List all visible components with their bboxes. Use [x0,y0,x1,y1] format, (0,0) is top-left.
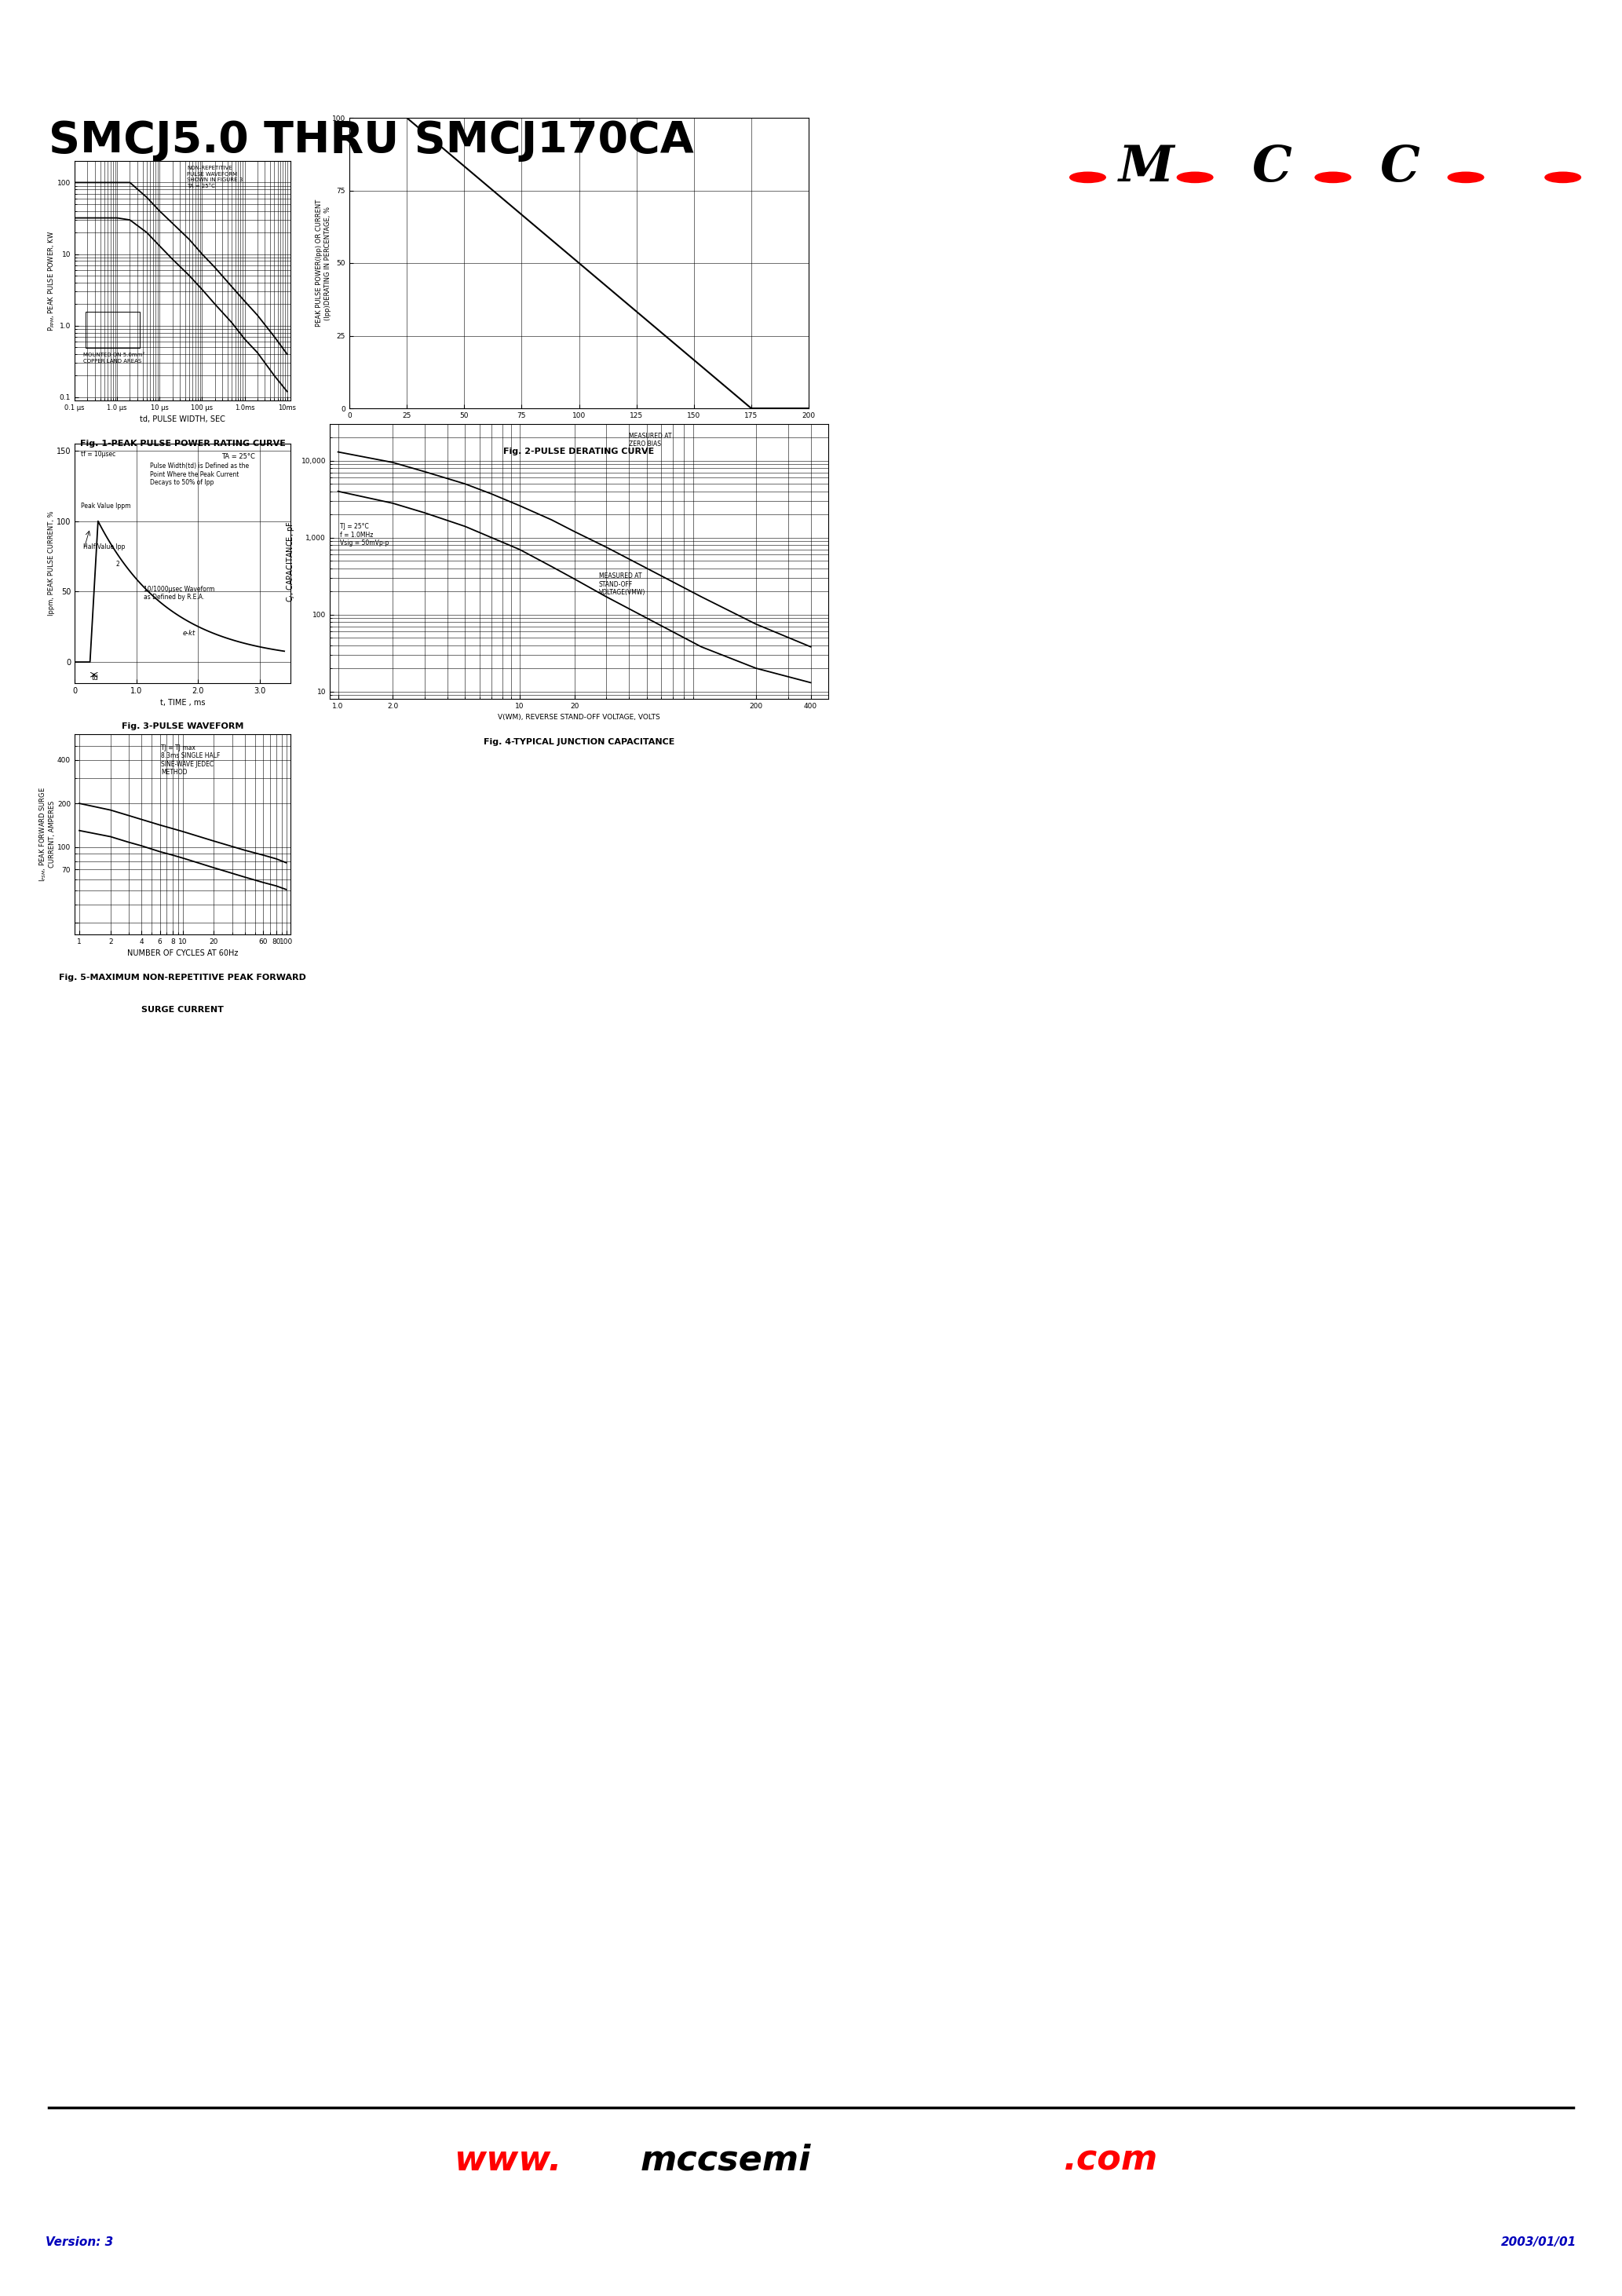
X-axis label: td, PULSE WIDTH, SEC: td, PULSE WIDTH, SEC [139,416,225,422]
Text: Fig. 5-MAXIMUM NON-REPETITIVE PEAK FORWARD: Fig. 5-MAXIMUM NON-REPETITIVE PEAK FORWA… [58,974,307,983]
Y-axis label: C$_J$, CAPACITANCE, pF: C$_J$, CAPACITANCE, pF [285,521,297,602]
Text: Peak Value Ippm: Peak Value Ippm [81,503,131,510]
X-axis label: NUMBER OF CYCLES AT 60Hz: NUMBER OF CYCLES AT 60Hz [127,951,238,957]
Circle shape [1315,172,1351,184]
Text: Fig. 2-PULSE DERATING CURVE: Fig. 2-PULSE DERATING CURVE [503,448,654,457]
Text: C: C [1252,145,1291,193]
Text: SMCJ5.0 THRU SMCJ170CA: SMCJ5.0 THRU SMCJ170CA [49,119,694,161]
Y-axis label: I$_{FSM}$, PEAK FORWARD SURGE
CURRENT, AMPERES: I$_{FSM}$, PEAK FORWARD SURGE CURRENT, A… [39,788,57,882]
Text: e-kt: e-kt [183,629,195,636]
Text: C: C [1379,145,1419,193]
Text: TJ = 25°C
f = 1.0MHz
Vsig = 50mVp-p: TJ = 25°C f = 1.0MHz Vsig = 50mVp-p [339,523,389,546]
Text: 10/1000μsec Waveform
as Defined by R.E.A.: 10/1000μsec Waveform as Defined by R.E.A… [144,585,214,602]
Text: Version: 3: Version: 3 [45,2236,114,2248]
Text: Pulse Width(td) is Defined as the
Point Where the Peak Current
Decays to 50% of : Pulse Width(td) is Defined as the Point … [151,464,250,487]
Y-axis label: Ippm, PEAK PULSE CURRENT, %: Ippm, PEAK PULSE CURRENT, % [49,512,55,615]
X-axis label: t, TIME , ms: t, TIME , ms [161,700,204,707]
Text: tf = 10μsec: tf = 10μsec [81,450,115,457]
Text: Half Value Ipp: Half Value Ipp [83,544,125,551]
Bar [86,312,139,347]
Text: mccsemi: mccsemi [641,2144,811,2177]
Circle shape [1448,172,1484,184]
Text: .com: .com [1064,2144,1158,2177]
Y-axis label: P$_{PPM}$, PEAK PULSE POWER, KW: P$_{PPM}$, PEAK PULSE POWER, KW [47,230,57,331]
Text: NON-REPETITIVE
PULSE WAVEFORM
SHOWN IN FIGURE 3
TA = 25°C: NON-REPETITIVE PULSE WAVEFORM SHOWN IN F… [187,165,243,188]
Text: Fig. 1-PEAK PULSE POWER RATING CURVE: Fig. 1-PEAK PULSE POWER RATING CURVE [79,441,285,448]
Text: 2: 2 [115,560,120,567]
Text: 2003/01/01: 2003/01/01 [1500,2236,1577,2248]
Circle shape [1071,172,1106,184]
Text: SURGE CURRENT: SURGE CURRENT [141,1006,224,1015]
Text: M: M [1119,145,1174,193]
Y-axis label: PEAK PULSE POWER(Ipp) OR CURRENT
(Ipp)DERATING IN PERCENTAGE, %: PEAK PULSE POWER(Ipp) OR CURRENT (Ipp)DE… [316,200,331,326]
Text: MEASURED AT
STAND-OFF
VOLTAGE(VMW): MEASURED AT STAND-OFF VOLTAGE(VMW) [599,572,646,597]
Text: td: td [92,675,99,682]
Text: MEASURED AT
ZERO BIAS: MEASURED AT ZERO BIAS [629,432,672,448]
Text: TJ = TJ max
8.3ms SINGLE HALF
SINE-WAVE JEDEC
METHOD: TJ = TJ max 8.3ms SINGLE HALF SINE-WAVE … [161,744,221,776]
Circle shape [1178,172,1213,184]
Text: MOUNTED ON 5.0mm²
COPPER LAND AREAS: MOUNTED ON 5.0mm² COPPER LAND AREAS [83,354,144,363]
Text: Fig. 4-TYPICAL JUNCTION CAPACITANCE: Fig. 4-TYPICAL JUNCTION CAPACITANCE [483,739,675,746]
Text: www.: www. [454,2144,561,2177]
Text: TA = 25°C: TA = 25°C [221,452,255,459]
X-axis label: V(WM), REVERSE STAND-OFF VOLTAGE, VOLTS: V(WM), REVERSE STAND-OFF VOLTAGE, VOLTS [498,714,660,721]
X-axis label: T$_A$, AMBIENT TEMPERATURE,  °C: T$_A$, AMBIENT TEMPERATURE, °C [517,422,641,434]
Circle shape [1546,172,1581,184]
Text: Fig. 3-PULSE WAVEFORM: Fig. 3-PULSE WAVEFORM [122,723,243,730]
